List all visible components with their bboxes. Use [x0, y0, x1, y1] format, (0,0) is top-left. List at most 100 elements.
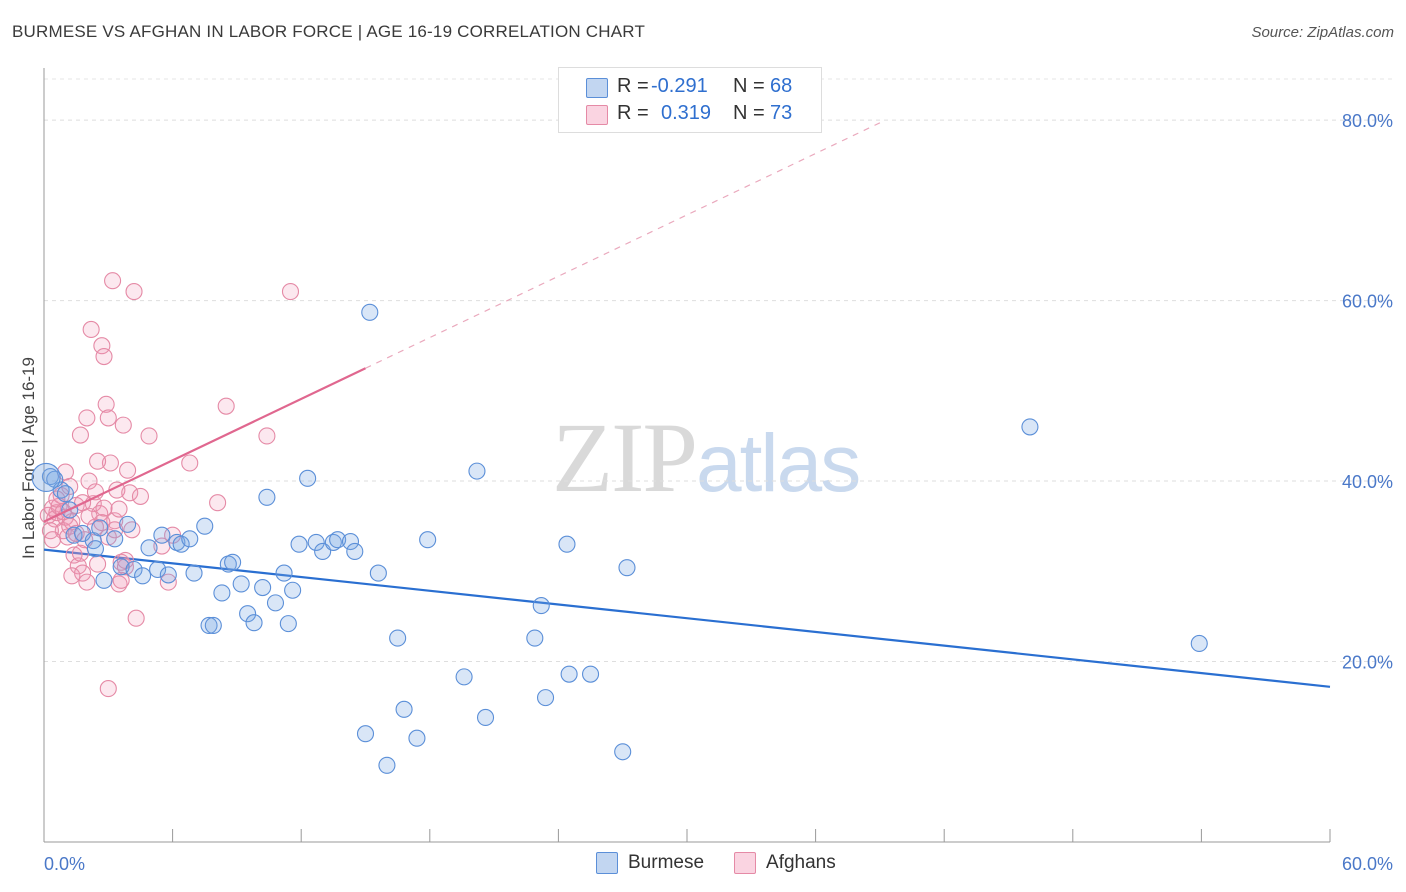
y-tick-label-60: 60.0% [1342, 292, 1393, 312]
point-burmese-53 [455, 668, 473, 686]
point-burmese-62 [614, 743, 632, 761]
series-legend: Burmese Afghans [596, 852, 866, 874]
point-burmese-60 [560, 665, 578, 683]
point-afghans-44 [159, 573, 177, 591]
legend-label-afghans: Afghans [766, 852, 836, 873]
point-afghans-39 [125, 283, 143, 301]
point-burmese-20 [181, 530, 199, 548]
point-afghans-24 [93, 337, 111, 355]
point-afghans-22 [89, 555, 107, 573]
trend-line-burmese [43, 548, 1331, 688]
point-burmese-30 [245, 614, 263, 632]
watermark: ZIPatlas [552, 400, 861, 515]
point-afghans-25 [95, 347, 113, 366]
chart-title: BURMESE VS AFGHAN IN LABOR FORCE | AGE 1… [12, 22, 646, 41]
point-afghans-26 [97, 395, 115, 413]
point-burmese-45 [356, 725, 375, 743]
point-burmese-34 [275, 564, 293, 582]
legend-swatch-burmese [586, 78, 608, 98]
point-burmese-19 [172, 535, 190, 553]
point-burmese-29 [239, 605, 257, 623]
point-afghans-51 [99, 680, 117, 698]
point-afghans-48 [217, 397, 235, 415]
point-afghans-36 [119, 461, 137, 479]
point-burmese-32 [258, 488, 276, 506]
point-burmese-10 [112, 558, 130, 576]
point-afghans-47 [209, 494, 227, 512]
point-burmese-8 [95, 571, 113, 589]
point-burmese-6 [86, 540, 104, 558]
point-afghans-19 [82, 320, 100, 339]
point-afghans-46 [181, 454, 199, 472]
watermark-atlas: atlas [696, 418, 861, 509]
point-burmese-64 [1021, 418, 1039, 436]
point-burmese-cluster [31, 462, 61, 492]
point-burmese-15 [149, 560, 167, 579]
legend-r-label-afghans: R = [617, 102, 649, 124]
point-burmese-50 [395, 700, 413, 718]
legend-n-value-afghans: 73 [770, 102, 793, 124]
point-burmese-14 [140, 539, 158, 557]
legend-n-label-afghans: N = [733, 102, 765, 124]
point-burmese-54 [468, 462, 486, 480]
point-burmese-11 [119, 515, 137, 533]
trend-line-afghans-extension [365, 122, 881, 369]
point-afghans-11 [65, 546, 83, 564]
point-afghans-59 [89, 452, 107, 470]
legend-swatch-afghans [586, 105, 608, 125]
point-burmese-37 [290, 535, 308, 553]
point-burmese-17 [159, 566, 177, 584]
point-burmese-44 [346, 542, 364, 560]
point-afghans-27 [99, 409, 117, 427]
point-afghans-18 [80, 472, 98, 490]
point-afghans-42 [140, 427, 158, 445]
legend-swatch-afghans-bottom [734, 852, 757, 874]
point-burmese-21 [185, 564, 203, 582]
point-burmese-55 [476, 708, 495, 727]
point-afghans-15 [74, 564, 92, 582]
point-burmese-56 [526, 629, 544, 647]
point-burmese-65 [1190, 634, 1208, 653]
point-burmese-49 [389, 629, 407, 647]
point-burmese-28 [232, 575, 250, 593]
point-burmese-9 [106, 530, 124, 548]
point-afghans-29 [104, 272, 122, 290]
point-afghans-28 [101, 454, 119, 472]
point-burmese-3 [65, 526, 83, 544]
point-afghans-72 [44, 531, 62, 549]
point-burmese-61 [581, 665, 600, 683]
point-afghans-41 [131, 487, 149, 505]
watermark-zip: ZIP [552, 402, 698, 513]
point-burmese-23 [200, 616, 218, 634]
y-axis-label: In Labor Force | Age 16-19 [19, 357, 38, 559]
point-burmese-42 [329, 531, 347, 549]
point-burmese-52 [419, 531, 437, 549]
point-afghans-71 [112, 571, 130, 589]
point-afghans-17 [78, 409, 96, 427]
y-tick-label-20: 20.0% [1342, 653, 1393, 673]
point-burmese-47 [369, 564, 387, 582]
x-tick-label-max: 60.0% [1342, 854, 1393, 874]
point-burmese-36 [284, 581, 302, 599]
point-afghans-49 [258, 427, 276, 445]
point-afghans-34 [114, 416, 132, 434]
legend-r-value-burmese: -0.291 [651, 75, 708, 97]
point-burmese-46 [361, 303, 379, 321]
point-afghans-50 [281, 283, 300, 301]
x-tick-label-min: 0.0% [44, 854, 85, 874]
point-afghans-68 [78, 573, 96, 591]
point-burmese-25 [213, 584, 231, 602]
y-tick-label-40: 40.0% [1342, 472, 1393, 492]
point-burmese-31 [254, 578, 272, 597]
point-burmese-12 [125, 560, 143, 579]
point-burmese-16 [153, 526, 171, 544]
point-burmese-22 [196, 517, 214, 535]
point-afghans-37 [121, 484, 139, 502]
legend-r-label-burmese: R = [617, 75, 649, 97]
point-afghans-70 [95, 499, 113, 517]
point-burmese-57 [532, 597, 550, 615]
point-afghans-67 [71, 544, 89, 562]
point-burmese-7 [91, 519, 109, 537]
point-burmese-58 [536, 689, 555, 707]
